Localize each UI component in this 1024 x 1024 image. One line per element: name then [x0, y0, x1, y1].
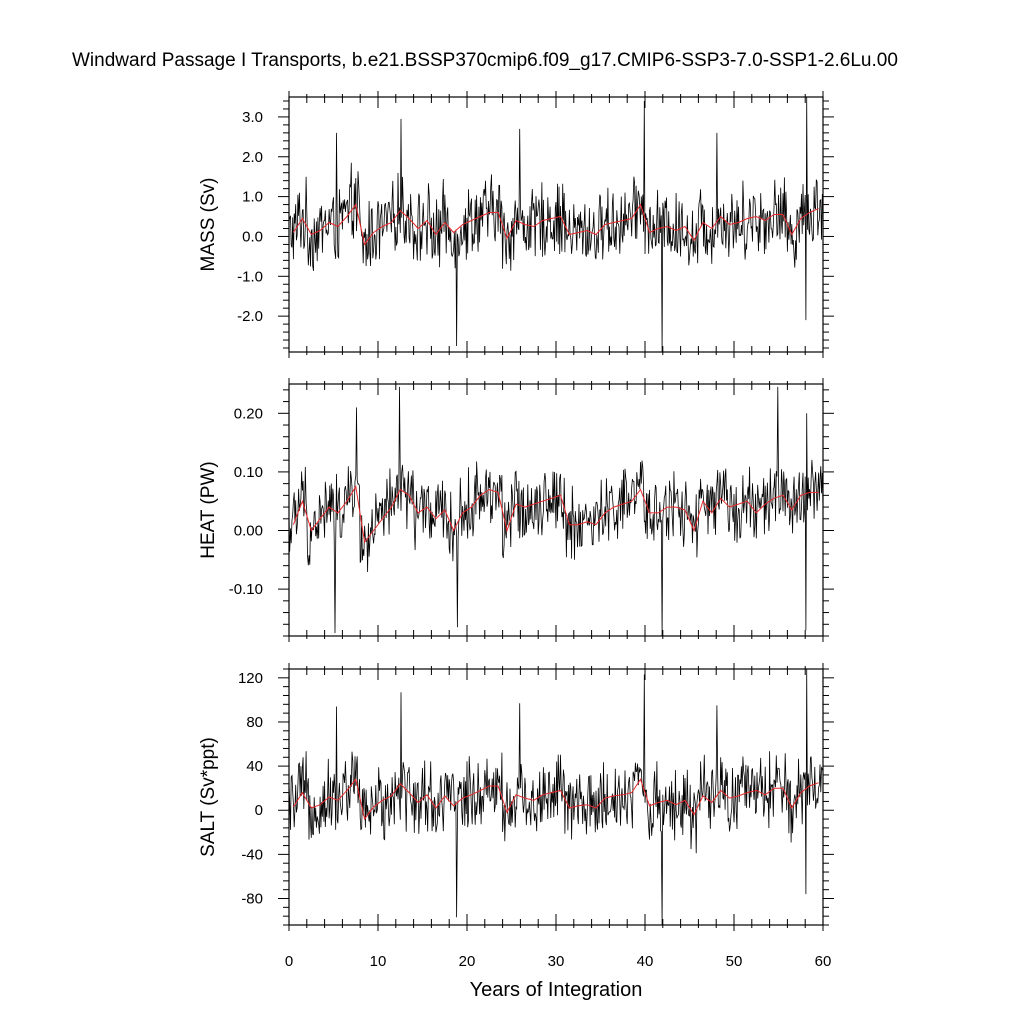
x-tick-label: 30	[548, 953, 565, 970]
y-tick-label: 0.20	[234, 405, 263, 422]
y-tick-label: 80	[246, 714, 263, 731]
y-tick-label: 0.10	[234, 464, 263, 481]
y-tick-label: -1.0	[237, 268, 263, 285]
monthly-series-line	[288, 386, 824, 637]
annual-mean-line	[292, 203, 819, 246]
y-tick-label: 1.0	[242, 189, 263, 206]
annual-mean-line	[292, 778, 819, 821]
y-tick-label: 3.0	[242, 109, 263, 126]
panel-1: -2.0 -1.0 0.0 1.0 2.0 3.0 MASS (Sv)	[198, 91, 834, 358]
x-tick-label: 50	[726, 953, 743, 970]
x-tick-label: 10	[370, 953, 387, 970]
x-axis-label: Years of Integration	[470, 979, 643, 1001]
y-tick-label: -40	[241, 846, 263, 863]
annual-mean-line	[292, 485, 819, 544]
y-tick-label: 0.0	[242, 228, 263, 245]
panels: -2.0 -1.0 0.0 1.0 2.0 3.0 MASS (Sv) -0.10 0.00 0.…	[198, 91, 834, 970]
y-tick-label: -2.0	[237, 308, 263, 325]
y-tick-label: 40	[246, 758, 263, 775]
x-tick-label: 60	[815, 953, 832, 970]
y-tick-label: 0	[255, 802, 263, 819]
y-tick-label: 120	[238, 670, 263, 687]
y-tick-label: -80	[241, 891, 263, 908]
y-axis-label: HEAT (PW)	[198, 461, 219, 558]
monthly-series-line	[288, 96, 824, 353]
y-axis-label: MASS (Sv)	[198, 178, 219, 272]
monthly-series-line	[288, 668, 824, 926]
y-tick-label: 2.0	[242, 149, 263, 166]
x-tick-label: 40	[637, 953, 654, 970]
panel-2: -0.10 0.00 0.10 0.20 HEAT (PW)	[198, 378, 834, 642]
x-tick-label: 0	[285, 953, 293, 970]
panel-3: -80 -40 0 40 80 120 SALT (Sv*ppt) 0 10 20 30 40 50 60	[198, 663, 834, 970]
y-tick-label: -0.10	[229, 581, 263, 598]
x-tick-label: 20	[459, 953, 476, 970]
chart-title: Windward Passage I Transports, b.e21.BSS…	[72, 50, 898, 71]
y-axis-label: SALT (Sv*ppt)	[198, 737, 219, 857]
y-tick-label: 0.00	[234, 523, 263, 540]
